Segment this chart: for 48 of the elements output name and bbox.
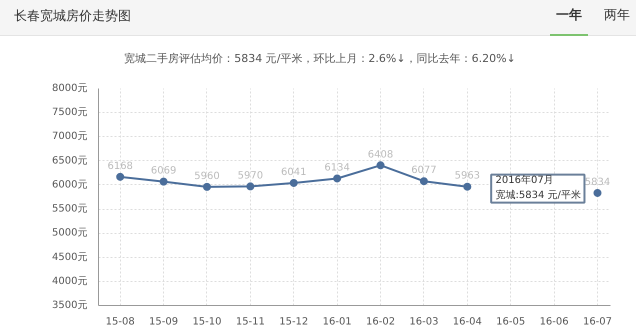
x-tick-label: 15-11 bbox=[236, 316, 265, 328]
data-label: 6168 bbox=[107, 160, 133, 172]
x-tick-label: 16-06 bbox=[540, 316, 569, 328]
point bbox=[202, 182, 211, 191]
data-label: 5970 bbox=[238, 170, 264, 182]
data-label: 6134 bbox=[324, 162, 350, 174]
y-tick-label: 8000元 bbox=[52, 83, 88, 94]
y-tick-label: 4500元 bbox=[52, 252, 88, 263]
y-tick-label: 6500元 bbox=[52, 155, 88, 166]
x-tick-label: 15-08 bbox=[106, 316, 135, 328]
y-tick-label: 4000元 bbox=[52, 276, 88, 287]
data-label: 5960 bbox=[194, 170, 220, 182]
x-tick-label: 15-10 bbox=[192, 316, 222, 328]
point bbox=[376, 161, 385, 170]
data-label: 6041 bbox=[281, 166, 306, 178]
point bbox=[290, 178, 298, 187]
text: 一年 bbox=[550, 0, 588, 36]
y-tick-label: 5500元 bbox=[52, 204, 88, 215]
y-tick-label: 7500元 bbox=[52, 107, 88, 118]
point bbox=[116, 172, 124, 181]
x-tick-label: 16-02 bbox=[366, 316, 396, 328]
data-label: 5963 bbox=[454, 170, 480, 182]
y-tick-label: 3500元 bbox=[52, 300, 88, 311]
point bbox=[333, 174, 342, 182]
x-tick-label: 16-01 bbox=[322, 316, 352, 328]
point bbox=[593, 188, 602, 197]
data-label: 6069 bbox=[150, 166, 176, 177]
data-label: 5834 bbox=[584, 176, 610, 188]
x-tick-label: 16-04 bbox=[452, 316, 482, 328]
y-tick-label: 5000元 bbox=[52, 228, 88, 239]
point bbox=[160, 178, 168, 186]
point bbox=[463, 182, 472, 191]
y-tick-label: 6000元 bbox=[52, 179, 88, 190]
x-tick-label: 15-12 bbox=[279, 316, 308, 328]
point bbox=[420, 177, 428, 186]
annotation: 宽城:5834 元/平米 bbox=[496, 189, 581, 202]
data-label: 6408 bbox=[368, 149, 394, 160]
annotation: 2016年07月 bbox=[496, 174, 554, 186]
x-tick-label: 16-07 bbox=[582, 316, 612, 328]
chart-title: 长春宽城房价走势图 bbox=[13, 8, 131, 26]
text: 两年 bbox=[603, 7, 631, 26]
y-tick-label: 7000元 bbox=[52, 131, 88, 142]
x-tick-label: 16-03 bbox=[409, 316, 438, 328]
x-tick-label: 16-05 bbox=[496, 316, 526, 328]
x-tick-label: 15-09 bbox=[149, 316, 178, 328]
chart-subtitle: 宽城二手房评估均价：5834 元/平米，环比上月：2.6%↓，同比去年：6.20%↓ bbox=[123, 51, 517, 67]
point bbox=[246, 182, 254, 190]
data-label: 6077 bbox=[411, 165, 437, 176]
